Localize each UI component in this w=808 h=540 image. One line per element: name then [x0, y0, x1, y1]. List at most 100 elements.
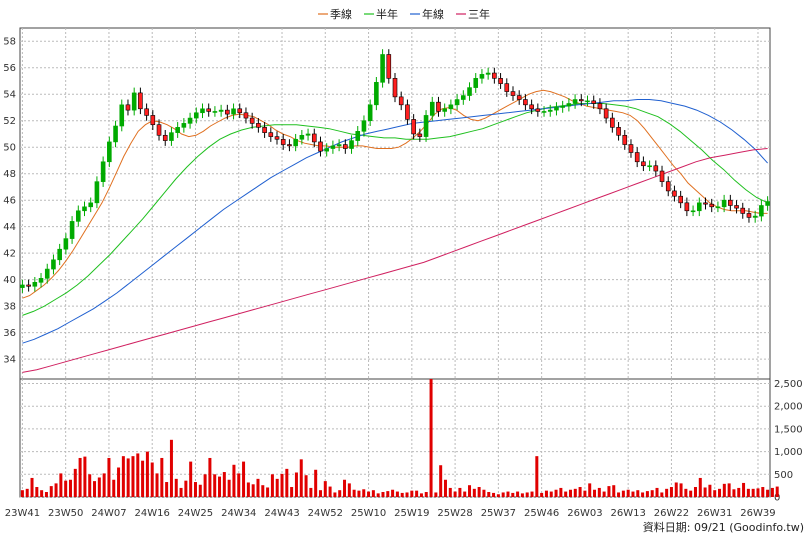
volume-bar — [650, 490, 654, 497]
price-y-tick: 36 — [3, 328, 16, 339]
candle-body — [616, 127, 621, 136]
candle-body — [100, 161, 106, 182]
candle-body — [38, 278, 44, 283]
volume-bar — [270, 474, 274, 497]
volume-bar — [237, 473, 241, 497]
volume-bar — [535, 456, 539, 497]
candle-body — [405, 104, 410, 120]
volume-bar — [655, 487, 659, 497]
volume-bar — [208, 457, 212, 497]
candle-body — [566, 103, 572, 107]
volume-bar — [141, 460, 145, 497]
volume-bar — [607, 486, 611, 497]
candle-body — [759, 205, 764, 217]
price-y-tick: 40 — [3, 275, 16, 286]
price-y-tick: 48 — [3, 169, 16, 180]
x-tick: 23W50 — [48, 508, 83, 519]
volume-bar — [323, 481, 327, 497]
volume-bar — [44, 492, 48, 497]
candle-body — [523, 99, 528, 106]
volume-bar — [102, 473, 106, 497]
volume-bar — [25, 488, 29, 497]
volume-bar — [612, 485, 616, 497]
candle-body — [212, 111, 218, 113]
volume-bars — [20, 379, 779, 497]
candle-body — [535, 108, 541, 112]
volume-bar — [722, 483, 726, 497]
volume-bar — [472, 488, 476, 497]
candle-body — [547, 109, 553, 112]
volume-y-tick: 1,000 — [774, 447, 803, 458]
volume-bar — [309, 487, 313, 497]
volume-bar — [198, 484, 202, 497]
volume-bar — [299, 459, 303, 497]
price-y-tick: 46 — [3, 196, 16, 207]
candle-body — [672, 190, 677, 197]
candle-body — [554, 107, 559, 111]
x-tick: 25W37 — [481, 508, 516, 519]
price-y-tick: 42 — [3, 249, 16, 260]
candle-body — [597, 103, 603, 110]
candle-body — [69, 221, 75, 239]
candle-body — [299, 134, 305, 140]
volume-bar — [746, 488, 750, 497]
volume-bar — [448, 487, 452, 497]
volume-bar — [78, 457, 82, 497]
volume-bar — [482, 489, 486, 497]
volume-bar — [35, 487, 39, 497]
legend-label-year: 年線 — [422, 7, 444, 21]
volume-bar — [266, 487, 270, 497]
x-tick: 26W03 — [567, 508, 602, 519]
volume-bar — [107, 457, 111, 497]
volume-bar — [290, 487, 294, 497]
candle-body — [355, 131, 361, 141]
volume-bar — [439, 465, 443, 497]
candle-body — [684, 202, 690, 212]
volume-bar — [501, 492, 505, 497]
candle-body — [262, 127, 267, 133]
legend-item-quarter: 季線 — [318, 7, 352, 21]
volume-bar — [203, 474, 207, 497]
volume-bar — [593, 489, 597, 497]
volume-bar — [318, 490, 322, 497]
volume-bar — [727, 483, 731, 497]
price-y-tick: 58 — [3, 37, 16, 48]
x-tick: 25W28 — [437, 508, 472, 519]
volume-bar — [131, 456, 135, 497]
volume-bar — [328, 486, 332, 497]
volume-bar — [155, 473, 159, 497]
volume-bar — [88, 474, 92, 497]
candle-body — [44, 268, 50, 279]
candle-body — [473, 78, 479, 88]
volume-bar — [693, 487, 697, 497]
volume-bar — [246, 482, 250, 497]
volume-bar — [424, 492, 428, 497]
legend-item-threeyear: 三年 — [456, 7, 490, 21]
volume-bar — [64, 480, 68, 497]
volume-bar — [213, 474, 217, 497]
candle-body — [324, 148, 329, 152]
volume-bar — [689, 490, 693, 497]
volume-bar — [665, 488, 669, 497]
candle-body — [311, 133, 317, 143]
candle-body — [442, 108, 447, 112]
candle-body — [249, 117, 255, 124]
candle-body — [690, 210, 696, 213]
legend-item-year: 年線 — [410, 7, 444, 21]
volume-bar — [347, 483, 351, 497]
candle-body — [448, 104, 454, 110]
volume-bar — [645, 491, 649, 497]
volume-bar — [20, 490, 24, 497]
volume-bar — [578, 487, 582, 497]
candle-body — [361, 120, 367, 132]
volume-bar — [775, 486, 779, 497]
volume-panel — [19, 378, 771, 498]
volume-bar — [40, 490, 44, 497]
volume-bar — [766, 489, 770, 497]
volume-bar — [405, 492, 409, 497]
price-y-tick: 50 — [3, 143, 16, 154]
x-tick: 24W25 — [178, 508, 213, 519]
volume-bar — [477, 487, 481, 497]
candle-body — [585, 100, 590, 103]
volume-bar — [597, 487, 601, 497]
